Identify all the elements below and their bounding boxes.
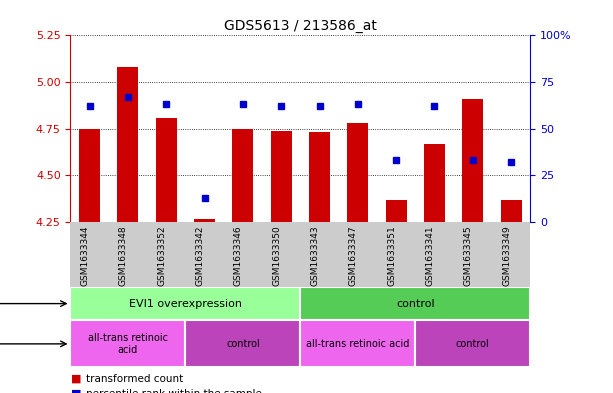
Text: ■: ■ xyxy=(70,374,81,384)
Text: ■: ■ xyxy=(70,389,81,393)
Bar xyxy=(232,129,253,222)
Text: GSM1633341: GSM1633341 xyxy=(425,225,435,286)
Bar xyxy=(300,222,338,287)
Bar xyxy=(224,222,262,287)
Bar xyxy=(70,222,109,287)
Text: GSM1633343: GSM1633343 xyxy=(311,225,319,286)
Text: all-trans retinoic
acid: all-trans retinoic acid xyxy=(88,333,168,354)
Bar xyxy=(147,222,186,287)
Bar xyxy=(271,130,292,222)
Bar xyxy=(109,222,147,287)
Text: GSM1633351: GSM1633351 xyxy=(387,225,396,286)
Bar xyxy=(300,320,416,367)
Text: transformed count: transformed count xyxy=(86,374,183,384)
Bar xyxy=(416,222,454,287)
Bar xyxy=(262,222,300,287)
Bar xyxy=(79,129,100,222)
Bar xyxy=(454,222,492,287)
Bar xyxy=(156,118,177,222)
Bar xyxy=(300,287,530,320)
Text: control: control xyxy=(226,339,260,349)
Bar xyxy=(186,320,300,367)
Text: GSM1633347: GSM1633347 xyxy=(349,225,358,286)
Bar xyxy=(501,200,522,222)
Text: GSM1633349: GSM1633349 xyxy=(502,225,511,286)
Bar xyxy=(309,132,330,222)
Text: GSM1633350: GSM1633350 xyxy=(272,225,281,286)
Bar xyxy=(492,222,530,287)
Bar xyxy=(386,200,406,222)
Bar xyxy=(194,219,215,222)
Bar xyxy=(70,287,300,320)
Text: all-trans retinoic acid: all-trans retinoic acid xyxy=(306,339,409,349)
Bar xyxy=(348,123,368,222)
Bar xyxy=(377,222,416,287)
Text: GSM1633348: GSM1633348 xyxy=(119,225,128,286)
Text: control: control xyxy=(456,339,490,349)
Text: percentile rank within the sample: percentile rank within the sample xyxy=(86,389,262,393)
Bar xyxy=(338,222,377,287)
Bar xyxy=(186,222,224,287)
Text: GSM1633342: GSM1633342 xyxy=(196,225,205,286)
Bar xyxy=(462,99,483,222)
Text: EVI1 overexpression: EVI1 overexpression xyxy=(129,299,242,309)
Bar xyxy=(424,143,445,222)
Title: GDS5613 / 213586_at: GDS5613 / 213586_at xyxy=(224,19,377,33)
Text: GSM1633352: GSM1633352 xyxy=(158,225,166,286)
Text: control: control xyxy=(396,299,435,309)
Bar xyxy=(118,67,139,222)
Bar xyxy=(416,320,530,367)
Bar xyxy=(70,320,186,367)
Text: GSM1633346: GSM1633346 xyxy=(234,225,243,286)
Text: GSM1633345: GSM1633345 xyxy=(464,225,473,286)
Text: GSM1633344: GSM1633344 xyxy=(81,225,89,286)
